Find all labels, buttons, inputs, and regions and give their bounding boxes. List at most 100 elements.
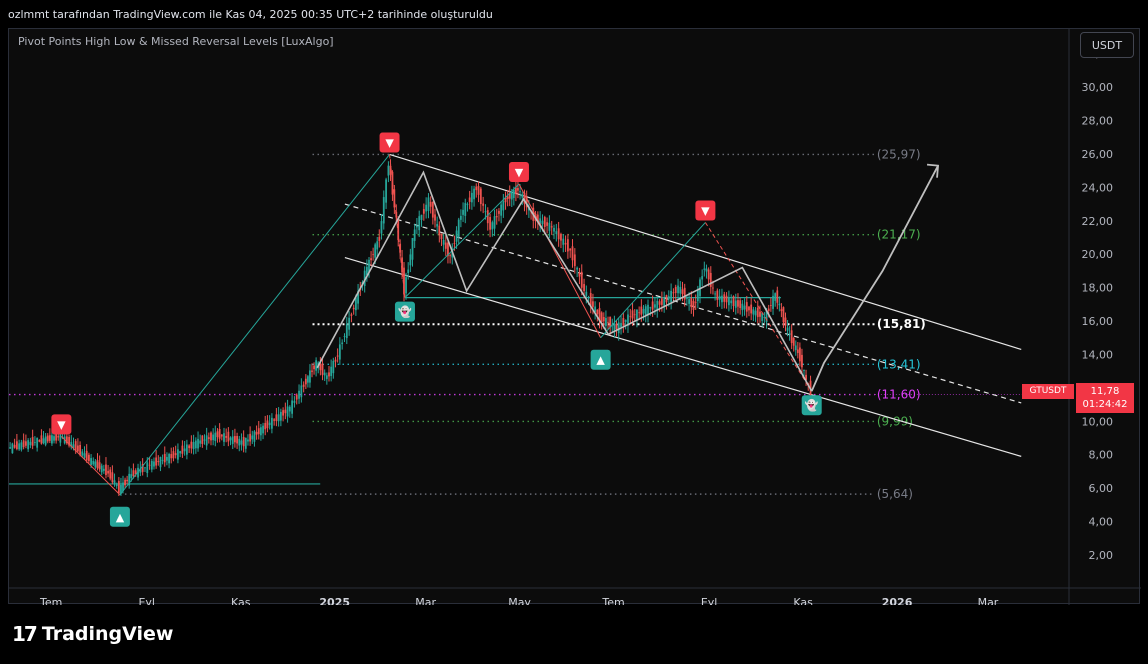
candle-body: [79, 444, 81, 455]
projection-arrowhead: [926, 163, 940, 178]
candle-body: [457, 219, 460, 237]
candle-body: [13, 444, 16, 448]
candle-body: [42, 438, 45, 444]
candle-body: [784, 317, 787, 326]
candle-body: [737, 300, 739, 307]
candle-body: [33, 441, 36, 443]
candle-body: [688, 299, 691, 304]
missed-pivot-glyph: 👻: [805, 398, 819, 412]
candle-body: [397, 217, 400, 241]
candle-body: [703, 268, 706, 270]
candle-body: [602, 317, 605, 322]
candle-body: [686, 297, 688, 299]
candle-body: [172, 451, 175, 459]
candle-body: [277, 414, 280, 422]
candle-body: [482, 203, 485, 206]
candle-body: [405, 277, 407, 294]
candle-body: [468, 197, 471, 202]
candle-body: [134, 470, 137, 475]
candle-body: [569, 248, 572, 251]
y-tick-label: 4,00: [1089, 516, 1114, 529]
y-tick-label: 18,00: [1082, 282, 1114, 295]
candle-body: [723, 294, 726, 302]
candle-body: [227, 431, 230, 442]
candle-body: [298, 390, 300, 399]
candle-body: [262, 425, 264, 434]
candle-body: [11, 443, 14, 454]
candle-body: [249, 433, 252, 442]
candle-body: [716, 290, 719, 301]
candle-body: [81, 451, 84, 456]
candle-body: [139, 468, 142, 473]
level-label: (5,64): [877, 487, 913, 501]
candle-body: [166, 456, 168, 461]
high-pivot-glyph: ▼: [385, 136, 394, 149]
x-tick-label: Mar: [415, 596, 436, 605]
candle-body: [564, 242, 567, 245]
candle-body: [692, 300, 695, 310]
x-tick-label: 2025: [319, 596, 350, 605]
candle-body: [399, 243, 402, 253]
candle-body: [225, 436, 228, 438]
candle-body: [315, 360, 318, 371]
zigzag-segment: [61, 435, 121, 496]
candle-body: [782, 307, 785, 323]
candle-body: [94, 461, 97, 468]
currency-button[interactable]: USDT: [1080, 32, 1134, 58]
candle-body: [107, 470, 109, 474]
candle-body: [279, 411, 282, 421]
candle-body: [778, 303, 781, 306]
candle-body: [120, 484, 122, 494]
chart-pane[interactable]: 2,004,006,008,0010,0012,0014,0016,0018,0…: [8, 28, 1141, 605]
candle-body: [385, 179, 387, 203]
candle-body: [161, 459, 164, 461]
candle-body: [194, 440, 197, 449]
candle-body: [403, 267, 405, 295]
candle-body: [683, 287, 686, 300]
candle-body: [238, 438, 241, 446]
x-tick-label: 2026: [882, 596, 913, 605]
candle-body: [444, 242, 447, 249]
candle-body: [609, 316, 612, 328]
candle-body: [667, 296, 670, 300]
candle-body: [756, 307, 759, 318]
candle-body: [268, 422, 271, 426]
candle-body: [462, 209, 464, 215]
candle-body: [24, 441, 27, 446]
price-chart[interactable]: 2,004,006,008,0010,0012,0014,0016,0018,0…: [9, 29, 1141, 605]
candle-body: [157, 461, 160, 463]
candle-body: [128, 473, 131, 486]
candle-body: [514, 187, 517, 194]
indicator-title[interactable]: Pivot Points High Low & Missed Reversal …: [18, 35, 334, 48]
candle-body: [374, 244, 377, 258]
candle-body: [144, 467, 146, 469]
low-pivot-marker: [109, 506, 130, 527]
candle-body: [436, 224, 439, 227]
candle-body: [270, 417, 273, 429]
candle-body: [431, 201, 434, 218]
candle-body: [754, 310, 757, 316]
candle-body: [111, 472, 114, 483]
candle-body: [748, 306, 750, 311]
candle-body: [293, 400, 296, 403]
candle-body: [264, 423, 267, 430]
channel-mid-line: [344, 203, 1022, 404]
tradingview-logo[interactable]: 17 TradingView: [12, 622, 173, 646]
candle-body: [449, 255, 452, 257]
candle-body: [368, 259, 370, 272]
candle-body: [163, 453, 166, 463]
candle-body: [627, 314, 629, 326]
candle-body: [46, 435, 49, 442]
x-tick-label: Eyl: [701, 596, 718, 605]
candle-body: [679, 286, 682, 294]
candle-body: [401, 257, 403, 273]
candle-body: [363, 270, 366, 287]
candle-body: [330, 366, 333, 377]
candle-body: [517, 188, 519, 191]
candle-body: [790, 330, 793, 344]
candle-body: [51, 435, 53, 444]
level-label: (21,17): [877, 228, 921, 242]
candle-body: [20, 442, 23, 450]
candle-body: [447, 242, 449, 257]
candle-body: [236, 436, 238, 444]
